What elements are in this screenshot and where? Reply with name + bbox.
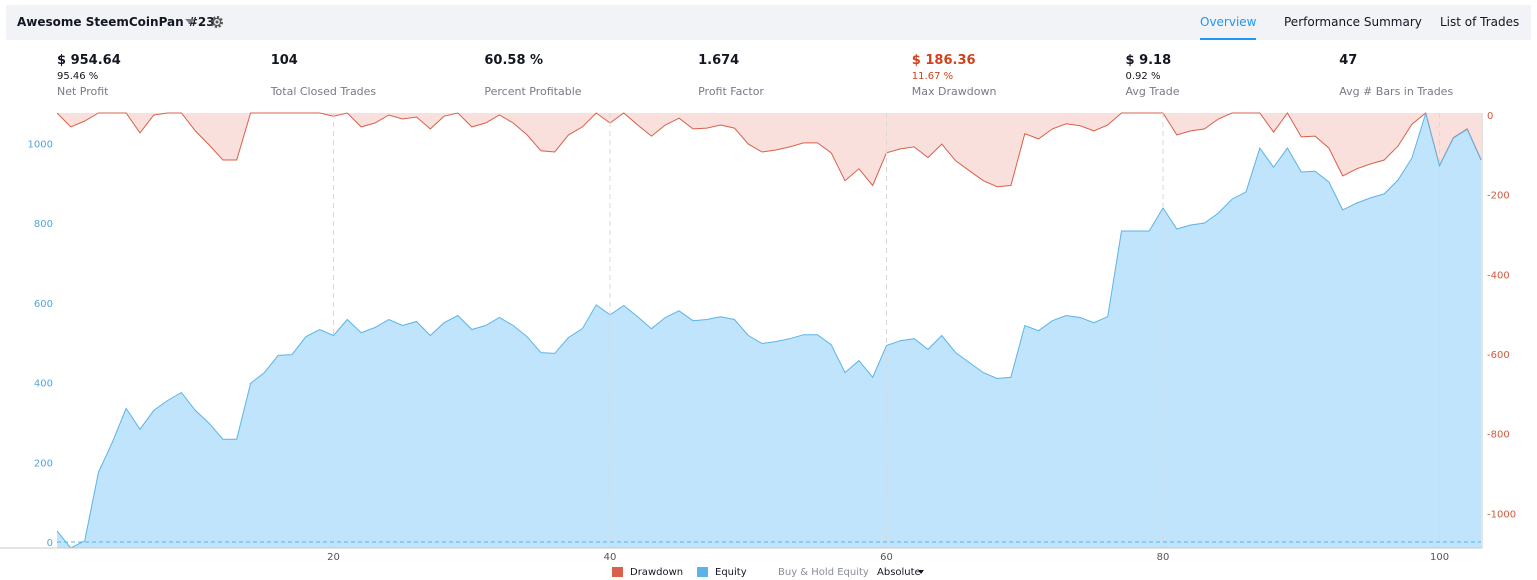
y2-tick-label: -200 xyxy=(1487,191,1510,202)
tab-trades[interactable]: List of Trades xyxy=(1440,15,1520,29)
series-area xyxy=(57,113,1481,549)
stat-sub: 0.92 % xyxy=(1125,71,1161,82)
tab-overview[interactable]: Overview xyxy=(1200,15,1257,29)
legend-label: Equity xyxy=(715,567,747,578)
scale-mode-caret xyxy=(918,570,924,574)
active-tab-underline xyxy=(1200,38,1256,40)
series-line xyxy=(56,111,1482,549)
y-tick-label: 1000 xyxy=(28,139,53,150)
y-tick-label: 800 xyxy=(34,219,53,230)
stat-label: Avg # Bars in Trades xyxy=(1339,85,1454,98)
dropdown-caret[interactable] xyxy=(184,18,196,26)
chart: 20 40 60 80 100020040060080010000-200-400-60… xyxy=(0,111,1516,578)
stat-value: 47 xyxy=(1339,53,1358,68)
stat-label: Avg Trade xyxy=(1125,85,1180,98)
y-tick-label: 200 xyxy=(34,458,53,469)
stat: 60.58 % Percent Profitable xyxy=(484,53,684,98)
stat-value: 60.58 % xyxy=(484,53,544,68)
y2-tick-label: -1000 xyxy=(1487,509,1516,520)
y2-tick-label: -600 xyxy=(1487,350,1510,361)
y2-tick-label: 0 xyxy=(1487,111,1493,122)
x-tick-label: 80 xyxy=(1157,552,1170,563)
y-tick-label: 0 xyxy=(47,538,53,549)
series-area xyxy=(57,113,1481,187)
y-tick-label: 600 xyxy=(34,299,53,310)
stat-value: $ 954.64 xyxy=(57,53,121,68)
stat: $ 186.36 11.67 % Max Drawdown xyxy=(912,53,1112,98)
scale-mode[interactable]: Absolute xyxy=(877,567,921,578)
settings-icon[interactable] xyxy=(209,14,225,30)
tab-performance[interactable]: Performance Summary xyxy=(1284,15,1422,29)
y2-tick-label: -400 xyxy=(1487,270,1510,281)
strategy-title[interactable]: Awesome SteemCoinPan #23 xyxy=(17,15,215,29)
series-line xyxy=(56,112,1482,188)
legend-swatch xyxy=(612,567,623,577)
x-tick-label: 20 xyxy=(327,552,340,563)
stat: 1.674 Profit Factor xyxy=(698,53,898,98)
stat: 47 Avg # Bars in Trades xyxy=(1339,53,1537,98)
stat: $ 954.64 95.46 % Net Profit xyxy=(57,53,257,98)
x-tick-label: 60 xyxy=(880,552,893,563)
y-tick-label: 400 xyxy=(34,379,53,390)
stat: $ 9.18 0.92 % Avg Trade xyxy=(1126,53,1326,98)
stat-sub: 95.46 % xyxy=(57,71,99,82)
stat-label: Max Drawdown xyxy=(911,85,997,98)
stat-sub: 11.67 % xyxy=(911,71,954,82)
stat-sub xyxy=(271,71,471,85)
stat-value: $ 9.18 xyxy=(1125,53,1172,68)
legend-label: Drawdown xyxy=(630,567,683,578)
stat-label: Percent Profitable xyxy=(484,85,582,98)
stat-label: Total Closed Trades xyxy=(270,85,377,98)
buy-hold-toggle[interactable]: Buy & Hold Equity xyxy=(778,567,869,578)
stat-sub xyxy=(698,71,898,85)
stat-value: 104 xyxy=(270,53,298,68)
x-tick-label: 40 xyxy=(604,552,617,563)
y2-tick-label: -800 xyxy=(1487,430,1510,441)
x-tick-label: 100 xyxy=(1430,552,1449,563)
stat-value: 1.674 xyxy=(698,53,740,68)
stat-value: $ 186.36 xyxy=(911,53,976,68)
stat-label: Profit Factor xyxy=(698,85,764,98)
stat-sub xyxy=(484,71,684,85)
stat-label: Net Profit xyxy=(57,85,109,98)
stat: 104 Total Closed Trades xyxy=(271,53,471,98)
stat-sub xyxy=(1339,71,1537,85)
top-bar: Awesome SteemCoinPan #23 Overview Perfor… xyxy=(6,5,1531,40)
legend-swatch xyxy=(697,567,708,577)
